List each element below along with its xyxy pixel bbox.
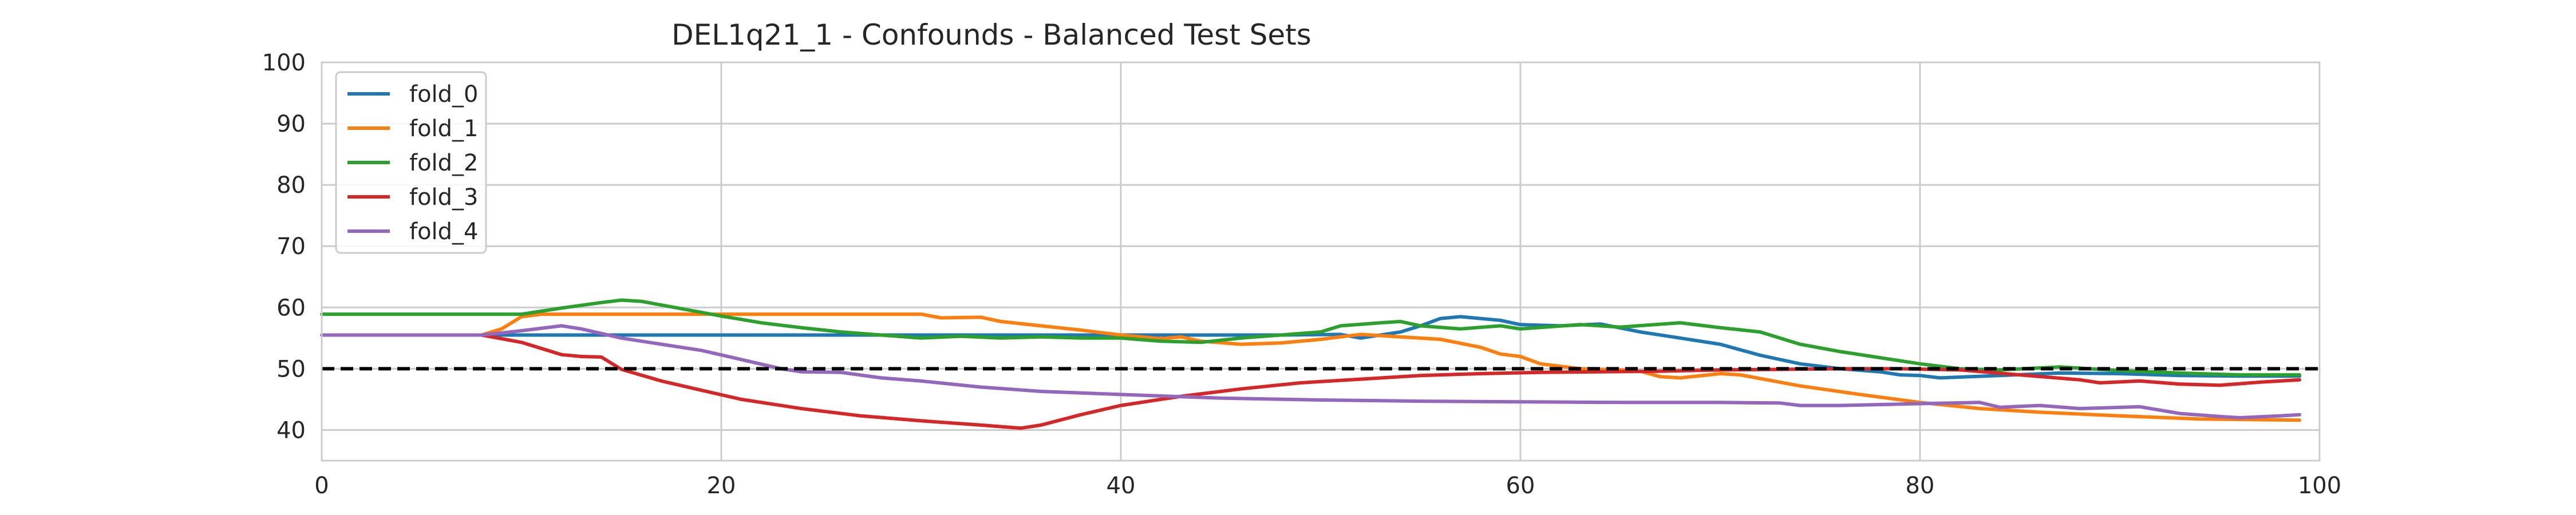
x-tick-label: 80 <box>1906 473 1935 499</box>
y-tick-label: 60 <box>276 295 306 321</box>
legend-label: fold_3 <box>409 184 479 211</box>
plot-frame <box>321 61 2321 462</box>
legend-label: fold_2 <box>409 150 479 176</box>
x-tick-label: 20 <box>707 473 736 499</box>
series-line-fold-4 <box>320 324 2302 419</box>
series-line-fold-2 <box>320 298 2302 377</box>
y-tick-label: 80 <box>276 172 306 199</box>
series-line-fold-3 <box>320 333 2302 430</box>
x-tick-label: 40 <box>1107 473 1136 499</box>
x-tick-label: 100 <box>2298 473 2341 499</box>
x-tick-label: 60 <box>1506 473 1535 499</box>
series-lines <box>320 298 2302 430</box>
y-tick-label: 40 <box>276 417 306 443</box>
y-axis-ticks: 40 50 60 70 80 90 100 <box>262 50 306 443</box>
legend-label: fold_4 <box>409 219 479 245</box>
legend-label: fold_0 <box>409 81 479 108</box>
x-tick-label: 0 <box>314 473 329 499</box>
legend-box <box>335 71 487 254</box>
y-tick-label: 100 <box>262 50 306 76</box>
series-line-fold-1 <box>320 312 2302 422</box>
y-tick-label: 90 <box>276 111 306 137</box>
x-axis-ticks: 0 20 40 60 80 100 <box>314 473 2341 499</box>
legend-label: fold_1 <box>409 116 479 142</box>
legend: fold_0 fold_1 fold_2 fold_3 fold_4 <box>335 71 487 254</box>
chart-title: DEL1q21_1 - Confounds - Balanced Test Se… <box>671 18 1311 52</box>
y-tick-label: 50 <box>276 356 306 382</box>
y-tick-label: 70 <box>276 233 306 260</box>
